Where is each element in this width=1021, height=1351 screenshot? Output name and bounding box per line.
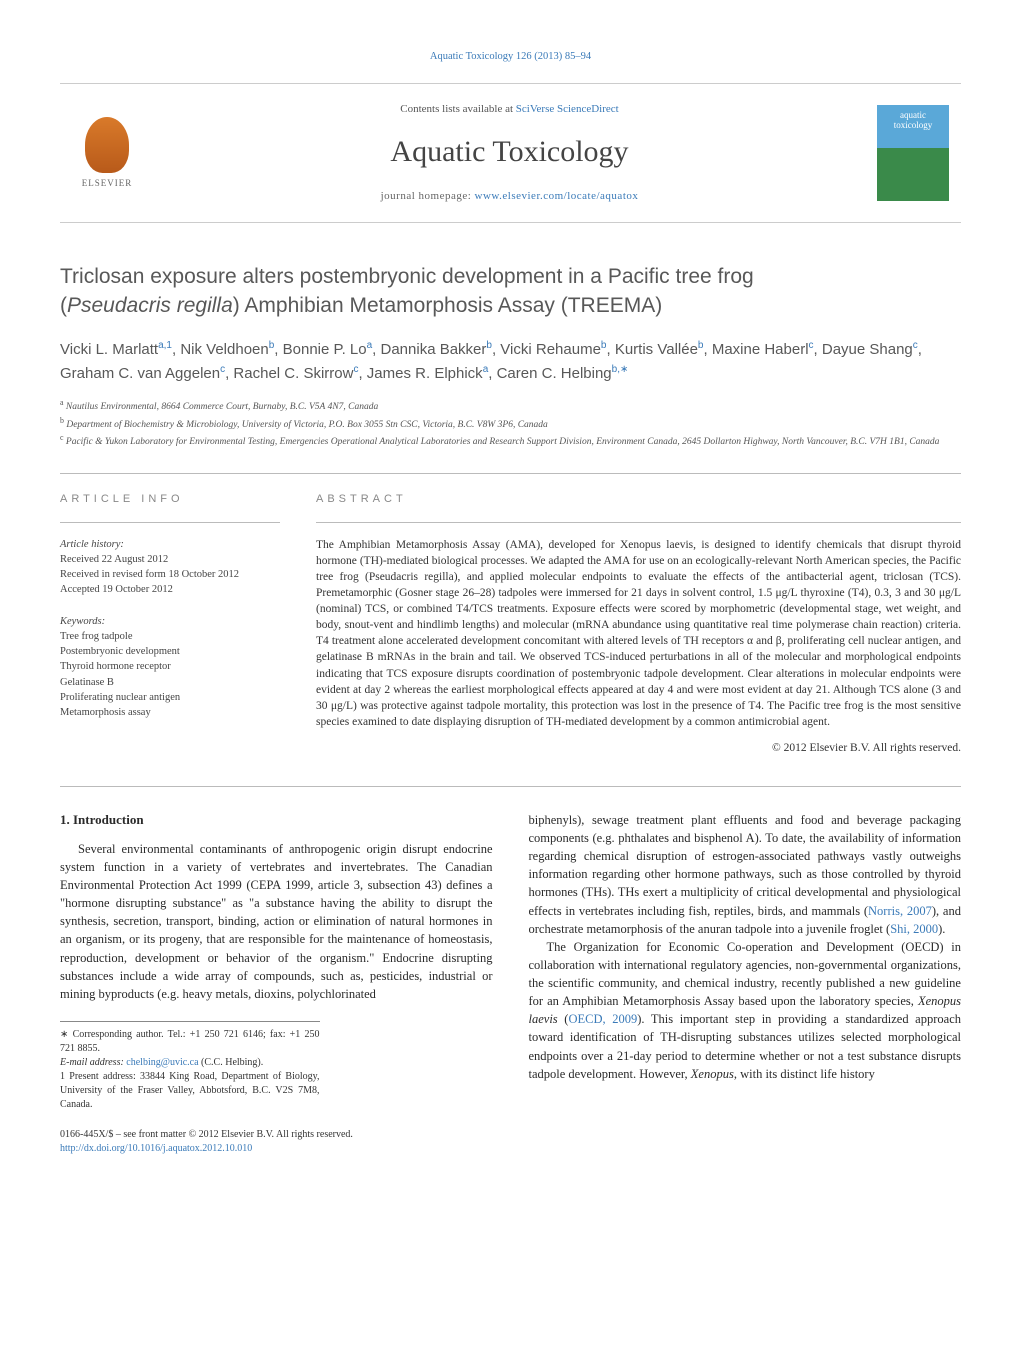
intro-p1-cont: biphenyls), sewage treatment plant efflu… <box>529 811 962 938</box>
email-label: E-mail address: <box>60 1057 126 1068</box>
keyword: Gelatinase B <box>60 675 280 690</box>
title-species: Pseudacris regilla <box>67 294 233 317</box>
journal-header: ELSEVIER Contents lists available at Sci… <box>60 83 961 224</box>
elsevier-logo: ELSEVIER <box>72 113 142 193</box>
intro-heading: 1. Introduction <box>60 811 493 830</box>
right-p2-a: The Organization for Economic Co-operati… <box>529 940 962 1008</box>
right-p2-d: , with its distinct life history <box>734 1067 875 1081</box>
keyword: Metamorphosis assay <box>60 705 280 720</box>
history-title: Article history: <box>60 537 280 552</box>
article-title: Triclosan exposure alters postembryonic … <box>60 263 961 320</box>
homepage-line: journal homepage: www.elsevier.com/locat… <box>142 189 877 204</box>
ref-oecd[interactable]: OECD, 2009 <box>568 1012 637 1026</box>
history-received: Received 22 August 2012 <box>60 552 280 567</box>
ref-norris[interactable]: Norris, 2007 <box>868 904 932 918</box>
doi-link[interactable]: http://dx.doi.org/10.1016/j.aquatox.2012… <box>60 1143 252 1154</box>
intro-p2: The Organization for Economic Co-operati… <box>529 938 962 1083</box>
article-info-column: article info Article history: Received 2… <box>60 474 280 756</box>
right-p2-genus: Xenopus <box>691 1067 734 1081</box>
right-column: biphenyls), sewage treatment plant efflu… <box>529 811 962 1112</box>
keyword: Tree frog tadpole <box>60 629 280 644</box>
intro-p1: Several environmental contaminants of an… <box>60 840 493 1003</box>
keywords-title: Keywords: <box>60 614 280 629</box>
cover-text-top: aquatic <box>900 110 926 120</box>
keywords-block: Keywords: Tree frog tadpole Postembryoni… <box>60 614 280 721</box>
abstract-heading: abstract <box>316 492 961 522</box>
keyword: Postembryonic development <box>60 644 280 659</box>
abstract-column: abstract The Amphibian Metamorphosis Ass… <box>316 474 961 756</box>
contents-prefix: Contents lists available at <box>400 103 515 115</box>
journal-reference: Aquatic Toxicology 126 (2013) 85–94 <box>60 50 961 65</box>
title-paren-open: ( <box>60 294 67 317</box>
elsevier-label: ELSEVIER <box>82 177 133 190</box>
journal-cover-thumbnail: aquatic toxicology <box>877 105 949 201</box>
abstract-copyright: © 2012 Elsevier B.V. All rights reserved… <box>316 740 961 756</box>
email-link[interactable]: chelbing@uvic.ca <box>126 1057 198 1068</box>
body-columns: 1. Introduction Several environmental co… <box>60 811 961 1112</box>
affiliations: a Nautilus Environmental, 8664 Commerce … <box>60 397 961 449</box>
contents-line: Contents lists available at SciVerse Sci… <box>142 102 877 117</box>
elsevier-tree-icon <box>85 117 129 173</box>
corresponding-author: ∗ Corresponding author. Tel.: +1 250 721… <box>60 1028 320 1056</box>
affiliation-b: b Department of Biochemistry & Microbiol… <box>60 415 961 432</box>
cover-text-bottom: toxicology <box>894 120 933 130</box>
title-line1: Triclosan exposure alters postembryonic … <box>60 265 754 288</box>
homepage-link[interactable]: www.elsevier.com/locate/aquatox <box>475 190 639 202</box>
history-accepted: Accepted 19 October 2012 <box>60 582 280 597</box>
affiliation-a: a Nautilus Environmental, 8664 Commerce … <box>60 397 961 414</box>
right-p2-b: ( <box>558 1012 569 1026</box>
journal-title: Aquatic Toxicology <box>142 131 877 173</box>
right-p1-a: biphenyls), sewage treatment plant efflu… <box>529 813 962 918</box>
email-after: (C.C. Helbing). <box>199 1057 264 1068</box>
author-list: Vicki L. Marlatta,1, Nik Veldhoenb, Bonn… <box>60 338 961 385</box>
homepage-prefix: journal homepage: <box>381 190 475 202</box>
footnotes: ∗ Corresponding author. Tel.: +1 250 721… <box>60 1021 320 1112</box>
article-history: Article history: Received 22 August 2012… <box>60 537 280 598</box>
page-footer: 0166-445X/$ – see front matter © 2012 El… <box>60 1128 961 1156</box>
history-revised: Received in revised form 18 October 2012 <box>60 567 280 582</box>
keyword: Proliferating nuclear antigen <box>60 690 280 705</box>
left-column: 1. Introduction Several environmental co… <box>60 811 493 1112</box>
ref-shi[interactable]: Shi, 2000 <box>890 922 938 936</box>
affiliation-c: c Pacific & Yukon Laboratory for Environ… <box>60 432 961 449</box>
title-line2-rest: ) Amphibian Metamorphosis Assay (TREEMA) <box>233 294 662 317</box>
article-info-heading: article info <box>60 492 280 522</box>
keyword: Thyroid hormone receptor <box>60 659 280 674</box>
footer-copyright: 0166-445X/$ – see front matter © 2012 El… <box>60 1128 961 1142</box>
abstract-text: The Amphibian Metamorphosis Assay (AMA),… <box>316 537 961 730</box>
sciencedirect-link[interactable]: SciVerse ScienceDirect <box>516 103 619 115</box>
email-line: E-mail address: chelbing@uvic.ca (C.C. H… <box>60 1056 320 1070</box>
present-address: 1 Present address: 33844 King Road, Depa… <box>60 1070 320 1112</box>
right-p1-c: ). <box>938 922 945 936</box>
